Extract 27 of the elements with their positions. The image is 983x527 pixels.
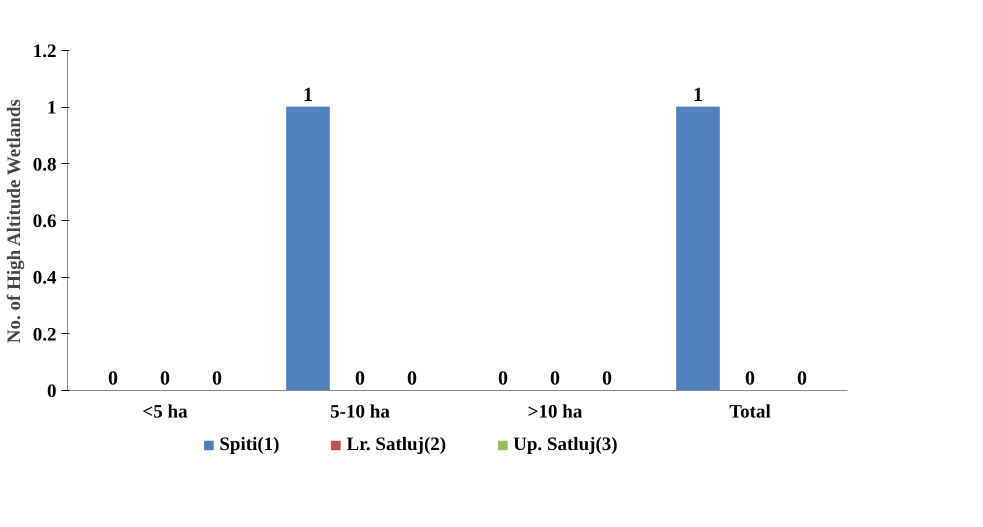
data-label: 0 <box>407 368 417 390</box>
legend-label: Spiti(1) <box>219 434 280 456</box>
legend-label: Lr. Satluj(2) <box>346 434 446 456</box>
data-label: 0 <box>355 368 365 390</box>
y-tick-label: 0 <box>47 381 56 402</box>
y-axis-title: No. of High Altitude Wetlands <box>4 99 25 344</box>
data-label: 0 <box>160 368 170 390</box>
y-tick-label: 0.6 <box>32 211 56 232</box>
y-tick-label: 0.2 <box>32 324 56 346</box>
x-tick-label: 5-10 ha <box>330 402 390 422</box>
data-label: 0 <box>108 368 118 390</box>
y-tick-label: 0.4 <box>32 268 57 289</box>
y-tick-label: 0.8 <box>32 154 56 176</box>
y-tick-label: 1 <box>47 98 56 119</box>
data-label: 1 <box>693 84 703 106</box>
data-label: 0 <box>498 368 508 390</box>
data-label: 0 <box>602 368 612 390</box>
data-label: 0 <box>745 368 755 390</box>
data-label: 0 <box>212 368 222 390</box>
x-tick-label: Total <box>729 402 771 422</box>
y-tick-label: 1.2 <box>32 41 56 62</box>
x-tick-label: >10 ha <box>528 402 583 422</box>
data-label: 1 <box>303 84 313 106</box>
legend-label: Up. Satluj(3) <box>513 434 618 456</box>
x-tick-label: <5 ha <box>142 402 188 422</box>
data-label: 0 <box>550 368 560 390</box>
data-label: 0 <box>797 368 807 390</box>
